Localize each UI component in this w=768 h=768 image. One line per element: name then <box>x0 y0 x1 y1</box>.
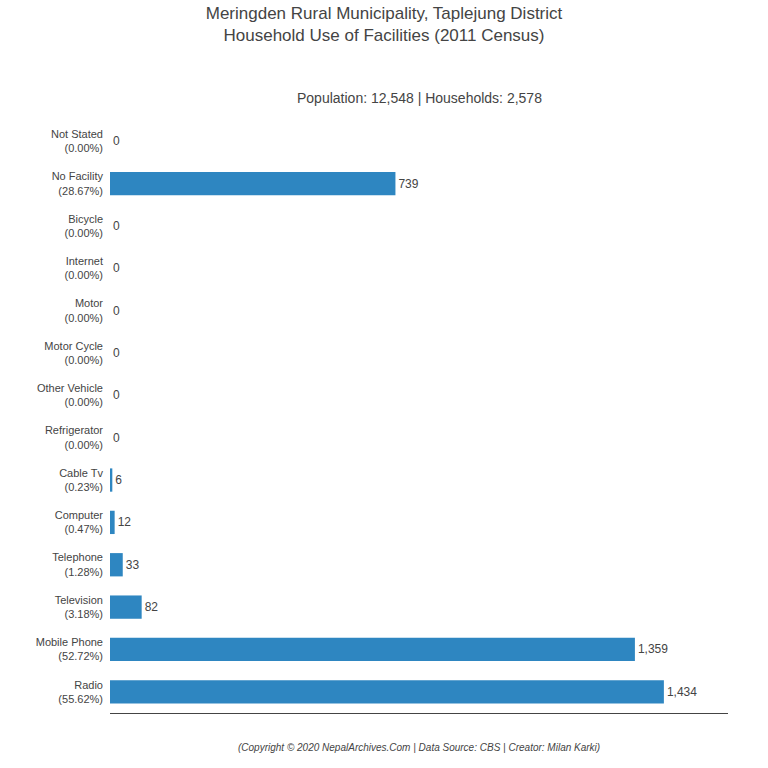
svg-text:12: 12 <box>118 515 132 529</box>
svg-text:Population: 12,548 | Household: Population: 12,548 | Households: 2,578 <box>297 90 542 106</box>
svg-text:Computer(0.47%): Computer(0.47%) <box>55 509 104 535</box>
svg-text:Radio(55.62%): Radio(55.62%) <box>58 679 103 705</box>
svg-text:1,434: 1,434 <box>667 685 697 699</box>
svg-text:No Facility(28.67%): No Facility(28.67%) <box>52 170 104 196</box>
svg-text:Meringden Rural Municipality,: Meringden Rural Municipality, Taplejung … <box>206 4 563 45</box>
svg-text:(Copyright © 2020 NepalArchive: (Copyright © 2020 NepalArchives.Com | Da… <box>238 742 600 753</box>
svg-text:0: 0 <box>113 304 120 318</box>
svg-text:6: 6 <box>115 473 122 487</box>
svg-text:0: 0 <box>113 346 120 360</box>
svg-text:Internet(0.00%): Internet(0.00%) <box>64 255 103 281</box>
svg-text:Motor Cycle(0.00%): Motor Cycle(0.00%) <box>44 340 103 366</box>
svg-text:0: 0 <box>113 261 120 275</box>
svg-text:1,359: 1,359 <box>638 642 668 656</box>
svg-text:Bicycle(0.00%): Bicycle(0.00%) <box>64 213 103 239</box>
svg-text:0: 0 <box>113 388 120 402</box>
svg-text:Television(3.18%): Television(3.18%) <box>55 594 103 620</box>
svg-text:Motor(0.00%): Motor(0.00%) <box>64 297 103 323</box>
svg-text:0: 0 <box>113 134 120 148</box>
svg-text:33: 33 <box>126 558 140 572</box>
svg-text:Telephone(1.28%): Telephone(1.28%) <box>52 551 103 577</box>
svg-text:0: 0 <box>113 431 120 445</box>
svg-text:Cable Tv(0.23%): Cable Tv(0.23%) <box>59 467 103 493</box>
svg-text:0: 0 <box>113 219 120 233</box>
svg-text:739: 739 <box>398 177 418 191</box>
svg-text:Mobile Phone(52.72%): Mobile Phone(52.72%) <box>36 636 103 662</box>
svg-text:Not Stated(0.00%): Not Stated(0.00%) <box>51 128 103 154</box>
svg-text:Refrigerator(0.00%): Refrigerator(0.00%) <box>45 424 103 450</box>
svg-text:82: 82 <box>145 600 159 614</box>
svg-text:Other Vehicle(0.00%): Other Vehicle(0.00%) <box>37 382 103 408</box>
